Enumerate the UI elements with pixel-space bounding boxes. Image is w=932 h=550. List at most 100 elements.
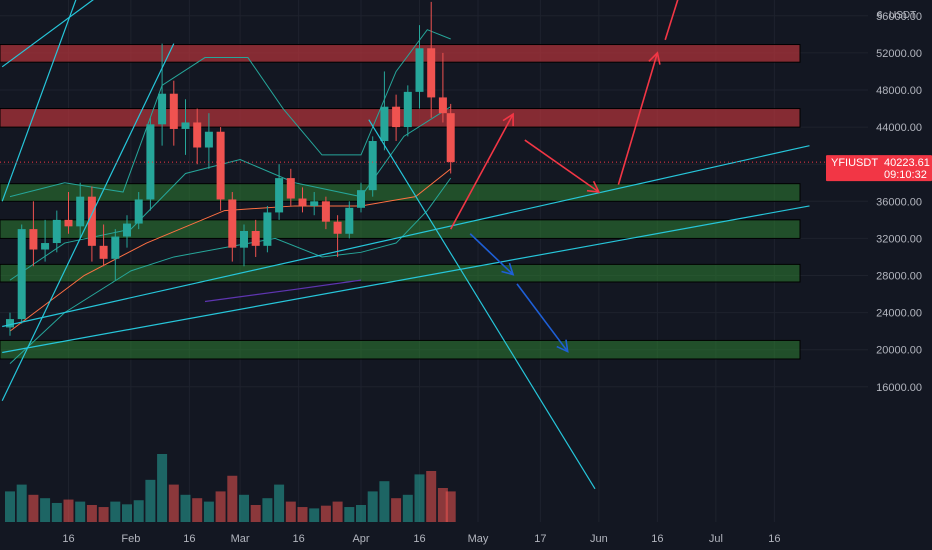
volume-bar-35 [414, 474, 425, 522]
candle-body-36 [427, 48, 436, 98]
trendline-2 [1, 43, 175, 401]
projection-arrow-5 [516, 283, 569, 353]
zone-support-5 [0, 263, 801, 283]
candle-body-6 [76, 196, 85, 227]
candle-body-14 [169, 93, 178, 129]
volume-bar-13 [157, 454, 168, 522]
candle-body-5 [64, 219, 73, 227]
volume-bar-32 [379, 481, 390, 522]
volume-bar-24 [285, 501, 296, 522]
volume-bars [5, 454, 456, 522]
price-tag-countdown: 09:10:32 [884, 169, 927, 181]
candle-body-31 [368, 141, 377, 191]
volume-bar-28 [332, 501, 343, 522]
x-tick-label-11: Jul [709, 533, 723, 545]
y-tick-label-4: 32000.00 [876, 233, 922, 245]
candle-body-12 [146, 124, 155, 200]
volume-bar-38 [445, 491, 456, 522]
projection-arrow-1 [524, 139, 600, 193]
x-tick-label-9: Jun [590, 533, 608, 545]
x-tick-label-1: Feb [121, 533, 140, 545]
zone-support-6 [0, 339, 801, 360]
candle-body-30 [357, 190, 365, 208]
candle-body-18 [216, 131, 225, 200]
x-tick-label-10: 16 [651, 533, 663, 545]
candle-body-25 [298, 198, 307, 206]
y-tick-label-1: 20000.00 [876, 345, 922, 357]
volume-bar-1 [16, 484, 27, 522]
x-tick-label-4: 16 [292, 533, 304, 545]
bollinger-middle [9, 106, 451, 281]
candle-body-0 [6, 319, 14, 328]
volume-bar-9 [110, 501, 121, 522]
x-tick-label-8: 17 [534, 533, 546, 545]
volume-bar-31 [367, 491, 378, 522]
support-resistance-zones [0, 44, 801, 360]
y-tick-label-0: 16000.00 [876, 382, 922, 394]
projection-arrow-4 [469, 233, 514, 276]
y-tick-label-5: 36000.00 [876, 196, 922, 208]
bollinger-lower [9, 177, 452, 364]
candle-body-26 [310, 201, 319, 206]
candle-body-7 [87, 196, 96, 246]
volume-bar-33 [391, 498, 402, 522]
volume-bar-20 [239, 494, 249, 522]
volume-bar-26 [309, 508, 320, 522]
projection-arrowhead-5 [556, 339, 569, 353]
volume-bar-14 [168, 484, 179, 522]
x-tick-label-2: 16 [183, 533, 195, 545]
candle-body-32 [380, 106, 389, 142]
y-tick-label-7: 44000.00 [876, 122, 922, 134]
moving-average-orange [9, 168, 452, 332]
time-axis[interactable]: 16 Feb 16 Mar 16 Apr 16 May 17 Jun 16 Jul 16 [62, 533, 780, 545]
volume-bar-12 [145, 479, 156, 522]
trendlines[interactable] [1, 0, 810, 490]
trendline-1 [1, 0, 94, 68]
price-tag-background [826, 155, 932, 182]
volume-bar-8 [98, 507, 109, 522]
candle-body-9 [111, 236, 120, 259]
candle-body-33 [392, 106, 401, 128]
candle-body-20 [240, 230, 248, 248]
volume-bar-17 [203, 501, 214, 522]
candle-body-13 [158, 93, 167, 125]
candle-body-27 [321, 201, 330, 222]
candle-body-24 [286, 178, 295, 199]
candle-body-35 [415, 48, 424, 92]
candle-body-16 [193, 122, 202, 148]
candle-body-4 [52, 219, 61, 244]
y-tick-label-10: 56000.00 [876, 11, 922, 23]
x-tick-label-7: May [468, 533, 489, 545]
trendline-3 [2, 145, 810, 328]
volume-bar-29 [344, 507, 355, 522]
candle-body-3 [41, 243, 50, 250]
volume-bar-3 [40, 498, 51, 522]
candle-body-15 [181, 122, 190, 129]
volume-bar-25 [297, 507, 308, 522]
candle-body-34 [403, 91, 412, 128]
current-price-tag: YFIUSDT 40223.61 09:10:32 [826, 155, 932, 182]
candle-body-21 [251, 230, 260, 246]
zone-resistance-1 [0, 44, 801, 63]
candle-body-28 [333, 221, 342, 234]
candle-body-1 [17, 229, 26, 320]
volume-bar-36 [426, 471, 437, 522]
volume-bar-0 [5, 491, 15, 522]
price-tag-price: 40223.61 [884, 157, 930, 169]
volume-bar-7 [86, 505, 97, 522]
volume-bar-5 [63, 499, 74, 522]
volume-bar-10 [122, 504, 132, 522]
volume-bar-37 [437, 488, 448, 522]
projection-arrows[interactable] [449, 0, 703, 353]
currency-label: USDT [889, 10, 916, 21]
y-tick-label-2: 24000.00 [876, 308, 922, 320]
candle-body-17 [204, 131, 213, 148]
projection-arrow-3 [664, 0, 679, 41]
volume-bar-27 [320, 505, 331, 522]
projection-arrow-0 [449, 113, 514, 230]
trendline-0 [1, 0, 77, 202]
price-axis[interactable]: 6 USDT 16000.00 20000.00 24000.00 28000.00 3… [876, 0, 922, 394]
candle-body-19 [228, 199, 237, 248]
y-tick-label-9: 52000.00 [876, 48, 922, 60]
